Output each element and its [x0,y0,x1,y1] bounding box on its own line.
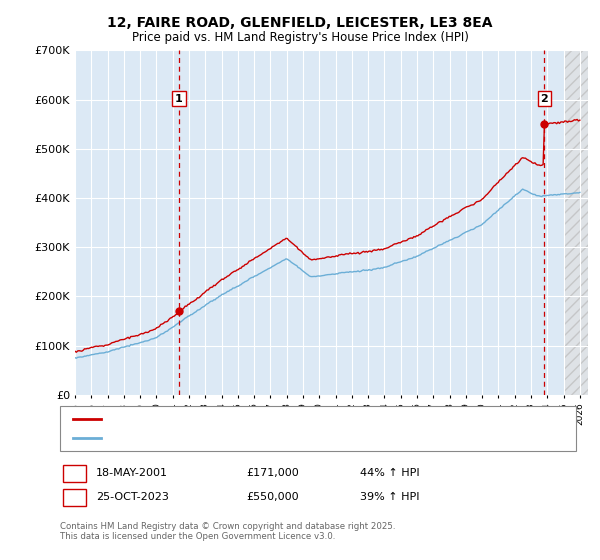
Text: 39% ↑ HPI: 39% ↑ HPI [360,492,419,502]
Text: Contains HM Land Registry data © Crown copyright and database right 2025.
This d: Contains HM Land Registry data © Crown c… [60,522,395,542]
Text: 1: 1 [71,468,78,478]
Text: 25-OCT-2023: 25-OCT-2023 [96,492,169,502]
Text: 18-MAY-2001: 18-MAY-2001 [96,468,168,478]
Text: 12, FAIRE ROAD, GLENFIELD, LEICESTER, LE3 8EA: 12, FAIRE ROAD, GLENFIELD, LEICESTER, LE… [107,16,493,30]
Text: 2: 2 [71,492,78,502]
Text: £171,000: £171,000 [246,468,299,478]
Text: HPI: Average price, detached house, Blaby: HPI: Average price, detached house, Blab… [107,433,329,444]
Text: 2: 2 [541,94,548,104]
Text: Price paid vs. HM Land Registry's House Price Index (HPI): Price paid vs. HM Land Registry's House … [131,31,469,44]
Text: £550,000: £550,000 [246,492,299,502]
Text: 12, FAIRE ROAD, GLENFIELD, LEICESTER, LE3 8EA (detached house): 12, FAIRE ROAD, GLENFIELD, LEICESTER, LE… [107,413,459,423]
Text: 1: 1 [175,94,183,104]
Text: 44% ↑ HPI: 44% ↑ HPI [360,468,419,478]
